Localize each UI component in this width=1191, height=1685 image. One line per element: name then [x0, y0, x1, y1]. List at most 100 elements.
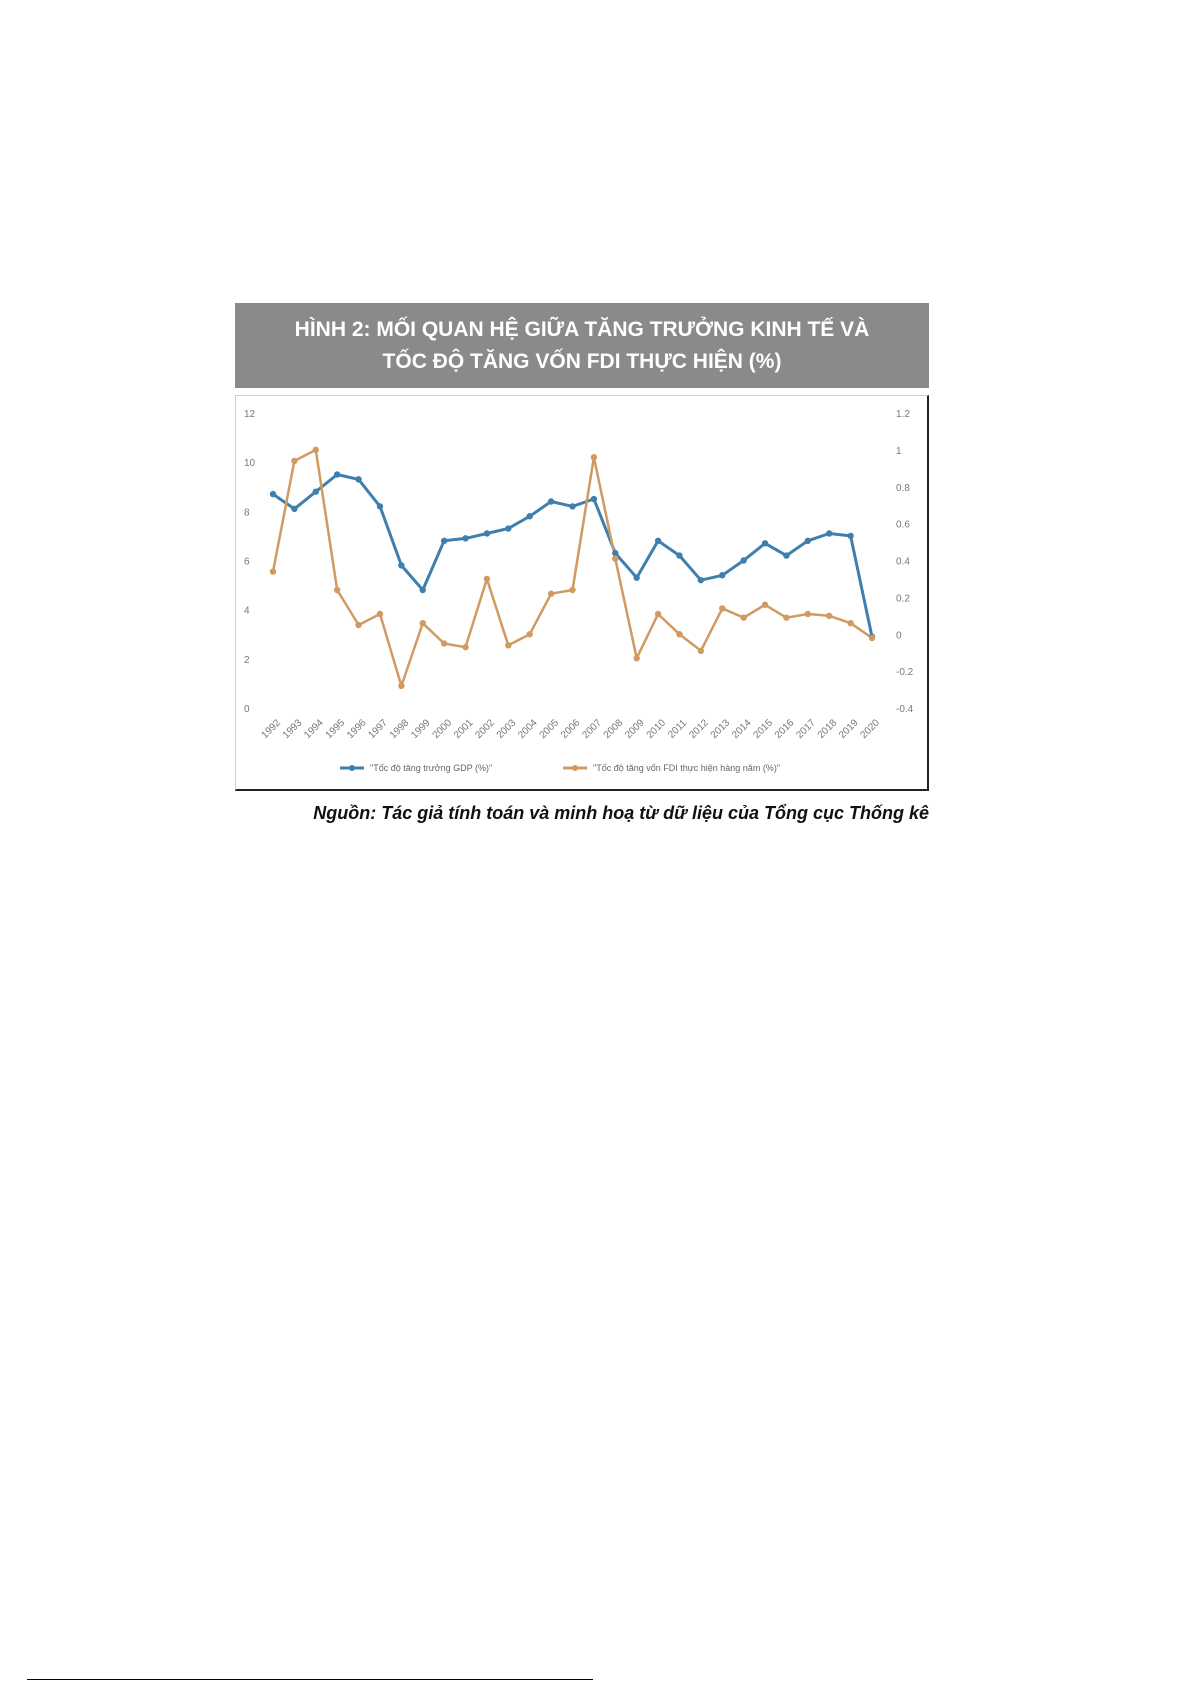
x-tick-label: 2014 [730, 717, 754, 741]
gdp-data-point [312, 488, 319, 495]
gdp-data-point [654, 537, 662, 545]
figure-title: HÌNH 2: MỐI QUAN HỆ GIỮA TĂNG TRƯỞNG KIN… [235, 303, 929, 388]
gdp-data-point [804, 537, 812, 545]
x-tick-label: 1999 [409, 717, 433, 741]
y-right-tick-label: 0.6 [896, 520, 910, 531]
x-tick-label: 1994 [302, 717, 326, 741]
fdi-data-point [868, 634, 876, 642]
gdp-data-point [719, 572, 726, 579]
x-tick-label: 2013 [709, 717, 733, 741]
gdp-data-point [612, 549, 619, 557]
y-left-tick-label: 6 [244, 557, 250, 568]
gdp-data-point [462, 535, 469, 542]
y-right-tick-label: 0 [896, 630, 902, 641]
fdi-data-point [505, 642, 512, 649]
y-right-tick-label: 1 [896, 446, 902, 457]
fdi-data-point [783, 614, 790, 621]
fdi-data-point [376, 610, 384, 618]
gdp-series-line [272, 473, 874, 638]
fdi-data-point [526, 631, 533, 638]
figure-source: Nguồn: Tác giả tính toán và minh hoạ từ … [313, 803, 929, 823]
x-tick-label: 2008 [602, 717, 626, 741]
x-tick-label: 1997 [366, 717, 390, 741]
fdi-data-point [676, 631, 683, 638]
gdp-data-point [569, 503, 576, 510]
x-tick-label: 2001 [452, 717, 476, 741]
x-tick-label: 1996 [345, 717, 369, 741]
gdp-data-point [783, 552, 790, 559]
gdp-data-point [697, 576, 705, 584]
fdi-data-point [569, 586, 576, 594]
line-chart: 0 2 4 6 8 10 12 -0.4 -0.2 0 0.2 0.4 0.6 0.8 1 1.2 1992… [244, 409, 914, 773]
figure: HÌNH 2: MỐI QUAN HỆ GIỮA TĂNG TRƯỞNG KIN… [235, 303, 929, 823]
legend-fdi-marker [572, 765, 578, 771]
gdp-data-point [483, 530, 491, 537]
x-tick-label: 2000 [431, 717, 455, 741]
gdp-data-point [505, 525, 512, 532]
x-tick-label: 2009 [623, 717, 647, 741]
x-tick-label: 2012 [687, 717, 711, 741]
legend-gdp-label: "Tốc độ tăng trưởng GDP (%)" [370, 763, 492, 773]
y-left-tick-label: 2 [244, 655, 250, 666]
fdi-data-point [333, 586, 341, 594]
x-tick-label: 1993 [281, 717, 305, 741]
fdi-data-point [419, 619, 426, 627]
gdp-data-point [526, 513, 533, 520]
gdp-data-point [269, 490, 277, 498]
x-tick-label: 2003 [495, 717, 519, 741]
y-right-tick-label: 0.2 [896, 593, 910, 604]
fdi-data-point [462, 643, 469, 651]
gdp-data-point [355, 476, 362, 483]
figure-title-line1: HÌNH 2: MỐI QUAN HỆ GIỮA TĂNG TRƯỞNG KIN… [294, 317, 870, 341]
fdi-data-point [654, 610, 662, 618]
y-right-tick-label: 0.4 [896, 557, 910, 568]
gdp-data-point [291, 505, 298, 513]
y-left-tick-label: 10 [244, 458, 256, 469]
fdi-data-point [398, 682, 405, 690]
fdi-data-point [612, 555, 619, 562]
gdp-data-point [847, 532, 854, 540]
x-tick-label: 2004 [516, 717, 540, 741]
fdi-data-point [355, 621, 362, 629]
y-left-tick-label: 4 [244, 606, 250, 617]
footer-divider [27, 1679, 593, 1680]
fdi-data-point [847, 619, 854, 627]
fdi-data-point [826, 612, 833, 620]
x-tick-label: 2005 [538, 717, 562, 741]
gdp-data-point [333, 471, 341, 478]
x-tick-label: 2017 [794, 717, 818, 741]
fdi-data-point [312, 446, 319, 454]
fdi-data-point [761, 601, 769, 608]
fdi-data-point [483, 575, 491, 583]
x-tick-label: 2002 [473, 717, 497, 741]
fdi-data-point [719, 605, 726, 612]
x-tick-label: 1995 [324, 717, 348, 741]
y-right-tick-label: -0.4 [896, 704, 914, 715]
x-tick-label: 1998 [388, 717, 412, 741]
chart-area: 0 2 4 6 8 10 12 -0.4 -0.2 0 0.2 0.4 0.6 0.8 1 1.2 1992… [235, 395, 929, 791]
fdi-data-point [804, 610, 812, 618]
fdi-data-point [440, 640, 448, 647]
x-tick-label: 2011 [666, 717, 689, 740]
x-tick-label: 2015 [752, 717, 776, 741]
gdp-data-point [440, 537, 448, 545]
gdp-data-point [547, 498, 555, 505]
gdp-data-point [740, 557, 747, 564]
x-tick-label: 1992 [259, 717, 283, 741]
gdp-data-point [826, 530, 833, 537]
x-tick-label: 2007 [580, 717, 604, 741]
x-tick-label: 2020 [858, 717, 882, 741]
gdp-data-point [376, 503, 384, 510]
gdp-data-point [590, 495, 598, 503]
gdp-data-point [398, 562, 405, 569]
fdi-data-point [633, 655, 640, 662]
fdi-data-point [269, 568, 277, 575]
y-left-tick-label: 12 [244, 409, 256, 420]
figure-title-line2: TỐC ĐỘ TĂNG VỐN FDI THỰC HIỆN (%) [382, 349, 782, 373]
x-tick-label: 2010 [645, 717, 669, 741]
x-tick-label: 2018 [816, 717, 840, 741]
y-left-tick-label: 0 [244, 704, 250, 715]
gdp-data-point [633, 574, 640, 581]
y-left-tick-label: 8 [244, 507, 250, 518]
fdi-data-point [740, 614, 747, 621]
